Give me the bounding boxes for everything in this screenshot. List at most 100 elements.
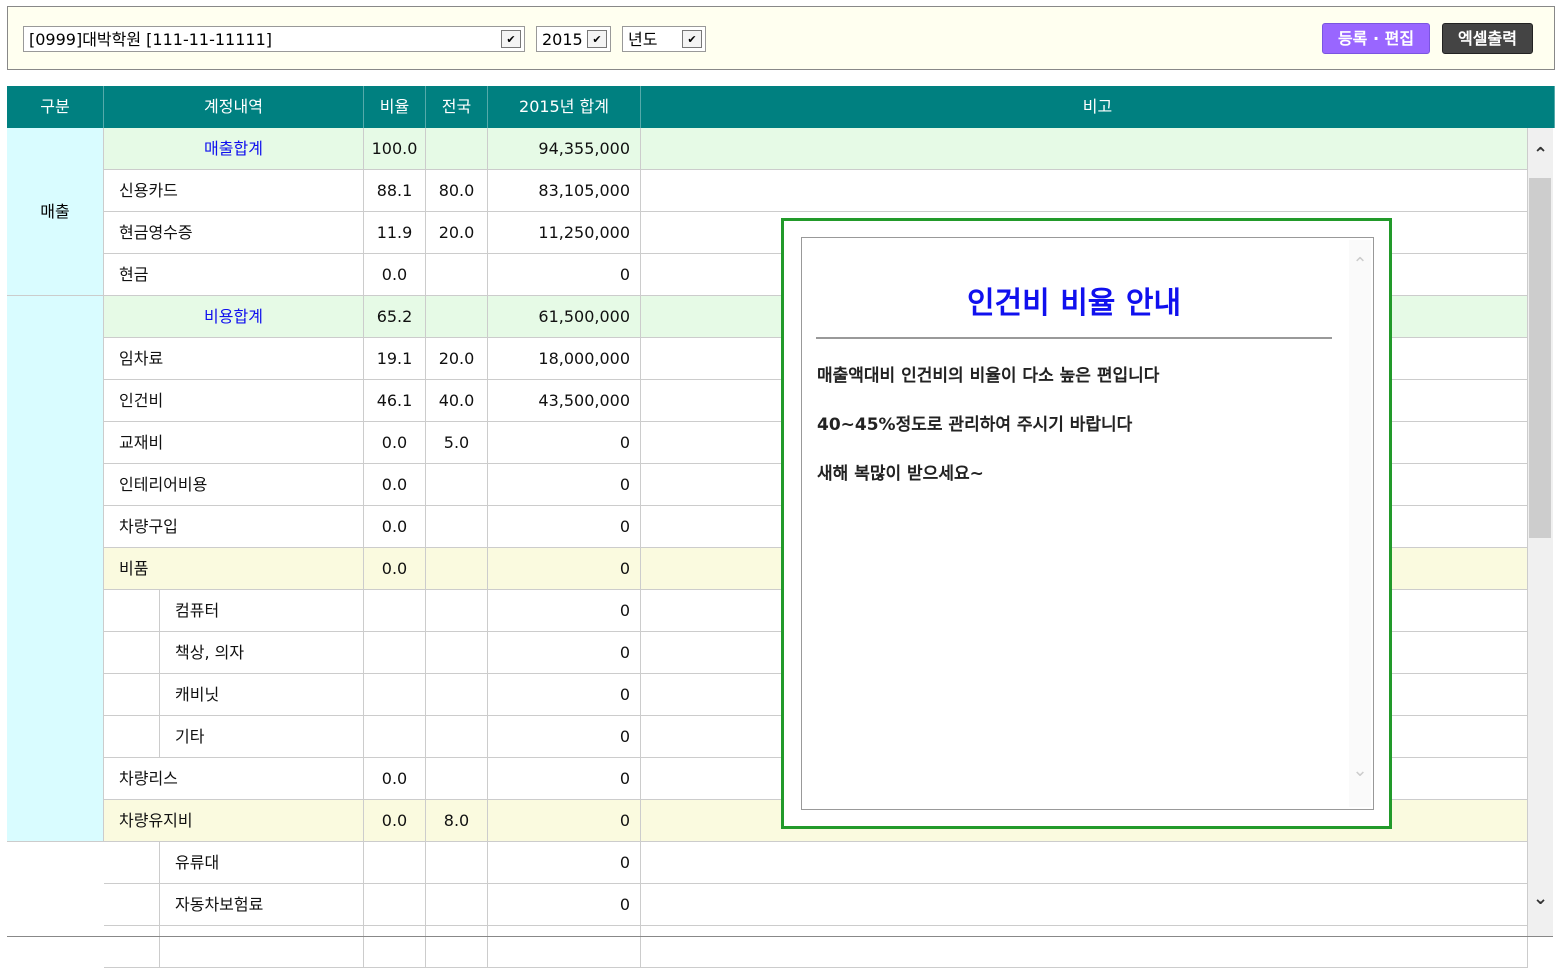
- ratio-cell: 65.2: [364, 296, 426, 338]
- national-cell: [426, 296, 488, 338]
- account-name: 신용카드: [104, 170, 364, 212]
- national-cell: [426, 632, 488, 674]
- account-name: 비품: [104, 548, 364, 590]
- ratio-cell: 0.0: [364, 758, 426, 800]
- national-cell: [426, 716, 488, 758]
- column-header: 비고: [641, 86, 1555, 128]
- ratio-cell: 11.9: [364, 212, 426, 254]
- divider: [816, 337, 1332, 339]
- total-cell: 0: [488, 464, 641, 506]
- ratio-cell: 46.1: [364, 380, 426, 422]
- total-cell: 61,500,000: [488, 296, 641, 338]
- popup-title: 인건비 비율 안내: [966, 286, 1182, 321]
- ratio-cell: [364, 884, 426, 926]
- ratio-cell: 0.0: [364, 506, 426, 548]
- account-name: 기타: [160, 716, 364, 758]
- ratio-cell: 0.0: [364, 464, 426, 506]
- account-name: 임차료: [104, 338, 364, 380]
- popup-line: 매출액대비 인건비의 비율이 다소 높은 편입니다: [817, 366, 1160, 386]
- period-select-value: 년도: [628, 30, 658, 49]
- national-cell: 20.0: [426, 338, 488, 380]
- total-cell: 0: [488, 758, 641, 800]
- national-cell: 80.0: [426, 170, 488, 212]
- national-cell: 5.0: [426, 422, 488, 464]
- chevron-down-icon[interactable]: ✔: [682, 30, 702, 48]
- scrollbar-thumb[interactable]: [1529, 178, 1551, 538]
- national-cell: [426, 884, 488, 926]
- national-cell: [426, 590, 488, 632]
- account-name: 현금영수증: [104, 212, 364, 254]
- scrollbar[interactable]: ⌃ ⌄: [1528, 128, 1553, 937]
- indent-cell: [104, 716, 160, 758]
- total-cell: [488, 926, 641, 968]
- note-cell: [641, 170, 1528, 212]
- indent-cell: [104, 590, 160, 632]
- total-cell: 18,000,000: [488, 338, 641, 380]
- column-header: 전국: [426, 86, 488, 128]
- register-edit-button[interactable]: 등록 · 편집: [1322, 23, 1430, 54]
- popup-scrollbar[interactable]: ⌃ ⌄: [1349, 240, 1371, 807]
- account-name: 현금: [104, 254, 364, 296]
- chevron-up-icon[interactable]: ⌃: [1352, 254, 1368, 275]
- account-name: [160, 926, 364, 968]
- total-cell: 83,105,000: [488, 170, 641, 212]
- year-select-value: 2015: [542, 30, 583, 49]
- chevron-down-icon[interactable]: ✔: [587, 30, 607, 48]
- national-cell: 40.0: [426, 380, 488, 422]
- total-cell: 0: [488, 548, 641, 590]
- account-name: 인테리어비용: [104, 464, 364, 506]
- column-header: 계정내역: [104, 86, 364, 128]
- national-cell: [426, 758, 488, 800]
- notice-popup: ⌃ ⌄ 인건비 비율 안내 매출액대비 인건비의 비율이 다소 높은 편입니다 …: [781, 218, 1392, 829]
- chevron-down-icon[interactable]: ⌄: [1352, 760, 1368, 781]
- total-cell: 94,355,000: [488, 128, 641, 170]
- national-cell: [426, 464, 488, 506]
- national-cell: [426, 674, 488, 716]
- total-cell: 0: [488, 254, 641, 296]
- ratio-cell: [364, 842, 426, 884]
- ratio-cell: 0.0: [364, 422, 426, 464]
- ratio-cell: [364, 674, 426, 716]
- ratio-cell: [364, 632, 426, 674]
- chevron-down-icon[interactable]: ✔: [501, 30, 521, 48]
- total-cell: 0: [488, 842, 641, 884]
- account-name: 차량구입: [104, 506, 364, 548]
- total-cell: 0: [488, 800, 641, 842]
- group-cell: [7, 296, 104, 842]
- column-header: 비율: [364, 86, 426, 128]
- account-name: 교재비: [104, 422, 364, 464]
- toolbar: [0999]대박학원 [111-11-11111] ✔ 2015 ✔ 년도 ✔ 등록 …: [7, 6, 1555, 70]
- indent-cell: [104, 926, 160, 968]
- column-header: 2015년 합계: [488, 86, 641, 128]
- national-cell: [426, 128, 488, 170]
- account-name: 책상, 의자: [160, 632, 364, 674]
- total-cell: 0: [488, 422, 641, 464]
- ratio-cell: 88.1: [364, 170, 426, 212]
- indent-cell: [104, 884, 160, 926]
- national-cell: [426, 548, 488, 590]
- indent-cell: [104, 674, 160, 716]
- account-name: 차량리스: [104, 758, 364, 800]
- ratio-cell: [364, 716, 426, 758]
- total-cell: 11,250,000: [488, 212, 641, 254]
- popup-content: ⌃ ⌄ 인건비 비율 안내 매출액대비 인건비의 비율이 다소 높은 편입니다 …: [801, 237, 1374, 810]
- national-cell: 8.0: [426, 800, 488, 842]
- excel-export-button[interactable]: 엑셀출력: [1442, 23, 1533, 54]
- ratio-cell: 0.0: [364, 800, 426, 842]
- period-select[interactable]: 년도 ✔: [622, 26, 706, 52]
- ratio-cell: 19.1: [364, 338, 426, 380]
- popup-line: 새해 복많이 받으세요~: [817, 464, 984, 484]
- total-cell: 0: [488, 884, 641, 926]
- chevron-up-icon[interactable]: ⌃: [1532, 144, 1549, 165]
- account-name: 차량유지비: [104, 800, 364, 842]
- popup-line: 40~45%정도로 관리하여 주시기 바랍니다: [817, 415, 1133, 435]
- chevron-down-icon[interactable]: ⌄: [1532, 888, 1549, 909]
- account-name: 자동차보험료: [160, 884, 364, 926]
- table-bottom-border: [7, 936, 1553, 937]
- year-select[interactable]: 2015 ✔: [536, 26, 611, 52]
- total-cell: 0: [488, 674, 641, 716]
- national-cell: 20.0: [426, 212, 488, 254]
- account-name: 인건비: [104, 380, 364, 422]
- company-select[interactable]: [0999]대박학원 [111-11-11111] ✔: [23, 26, 525, 52]
- group-cell: 매출: [7, 128, 104, 296]
